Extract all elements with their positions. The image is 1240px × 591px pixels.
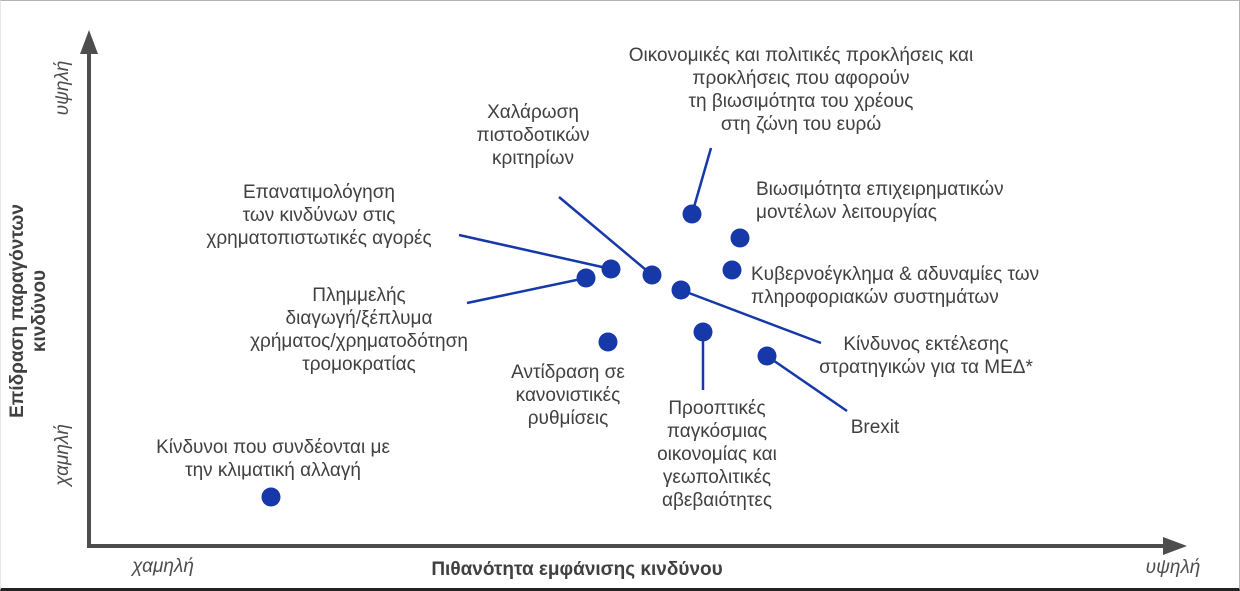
leader-line-risk-repricing — [458, 233, 612, 271]
x-axis-tick-low: χαμηλή — [132, 556, 194, 577]
leader-line-npl-strategy-execution — [680, 288, 822, 345]
x-axis-tick-high: υψηλή — [1145, 557, 1201, 578]
risk-dot-regulatory-response — [598, 332, 618, 352]
x-axis-title: Πιθανότητα εμφάνισης κινδύνου — [431, 559, 723, 580]
risk-label-climate-change-risks: Κίνδυνοι που συνδέονται με την κλιματική … — [156, 437, 390, 481]
y-axis-title: Επίδραση παραγόντων κινδύνου — [7, 204, 50, 418]
risk-dot-euro-area-debt — [682, 204, 702, 224]
risk-dot-misconduct-aml-terrorism-financing — [576, 268, 596, 288]
risk-label-cybercrime-it-weaknesses: Κυβερνοέγκλημα & αδυναμίες των πληροφορια… — [751, 264, 1040, 308]
risk-label-euro-area-debt: Οικονομικές και πολιτικές προκλήσεις και… — [628, 45, 974, 135]
risk-dot-business-model-sustainability — [730, 228, 750, 248]
risk-label-credit-standards-easing: Χαλάρωση πιστοδοτικών κριτηρίων — [476, 102, 590, 169]
risk-label-business-model-sustainability: Βιωσιμότητα επιχειρηματικών μοντέλων λειτ… — [756, 179, 1004, 223]
risk-label-risk-repricing: Επανατιμολόγηση των κινδύνων στις χρηματοπ… — [206, 182, 432, 249]
risk-label-npl-strategy-execution: Κίνδυνος εκτέλεσης στρατηγικών για τα ΜΕΔ… — [819, 334, 1033, 378]
leader-line-credit-standards-easing — [558, 196, 653, 276]
risk-label-global-economy-geopolitical-uncertainty: Προοπτικές παγκόσμιας οικονομίας και γεωπολ… — [657, 398, 777, 511]
y-axis-arrow-icon — [80, 30, 98, 54]
leader-line-misconduct-aml-terrorism-financing — [466, 276, 587, 305]
x-axis-arrow-icon — [1163, 537, 1187, 555]
risk-dot-credit-standards-easing — [642, 265, 662, 285]
risk-dot-risk-repricing — [601, 259, 621, 279]
risk-dot-brexit — [757, 346, 777, 366]
y-axis-tick-low: χαμηλή — [52, 424, 73, 486]
risk-label-misconduct-aml-terrorism-financing: Πλημμελής διαγωγή/ξέπλυμα χρήματος/χρηματο… — [250, 285, 468, 375]
risk-dot-cybercrime-it-weaknesses — [722, 260, 742, 280]
y-axis-tick-high: υψηλή — [52, 60, 73, 116]
risk-label-regulatory-response: Αντίδραση σε κανονιστικές ρυθμίσεις — [511, 362, 625, 429]
risk-dot-global-economy-geopolitical-uncertainty — [693, 322, 713, 342]
leader-line-brexit — [766, 354, 848, 413]
risk-dot-climate-change-risks — [261, 487, 281, 507]
leader-line-euro-area-debt — [690, 147, 713, 215]
risk-label-brexit: Brexit — [850, 417, 900, 438]
risk-dot-npl-strategy-execution — [671, 280, 691, 300]
